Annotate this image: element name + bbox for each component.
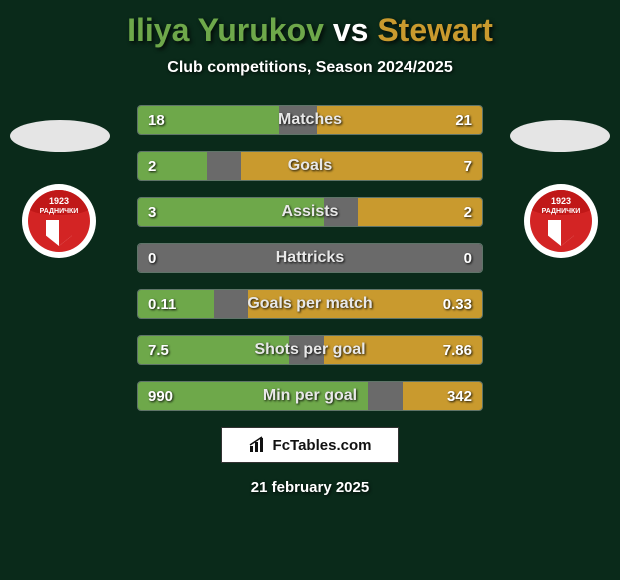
club-badge-left: 1923 РАДНИЧКИ [22,184,96,258]
flag-left [10,120,110,152]
bar-fill-right [403,382,482,410]
club-badge-inner: 1923 РАДНИЧКИ [28,190,90,252]
bar-fill-left [138,198,324,226]
chart-icon [249,436,267,454]
bar-fill-right [324,336,482,364]
club-badge-right: 1923 РАДНИЧКИ [524,184,598,258]
stat-bar-row: 7.57.86Shots per goal [137,335,483,365]
bar-fill-left [138,290,214,318]
badge-shield-icon [548,220,574,246]
stat-bar-row: 990342Min per goal [137,381,483,411]
bar-fill-right [358,198,482,226]
badge-club-text: РАДНИЧКИ [530,208,592,215]
badge-year: 1923 [530,196,592,206]
stat-bar-row: 0.110.33Goals per match [137,289,483,319]
stat-bar-row: 00Hattricks [137,243,483,273]
bar-fill-right [317,106,482,134]
badge-club-text: РАДНИЧКИ [28,208,90,215]
bar-track [138,244,482,272]
club-badge-inner: 1923 РАДНИЧКИ [530,190,592,252]
bar-fill-left [138,152,207,180]
badge-year: 1923 [28,196,90,206]
flag-right [510,120,610,152]
footer-site-label: FcTables.com [273,437,372,454]
bar-fill-left [138,106,279,134]
badge-shield-icon [46,220,72,246]
stat-bar-row: 27Goals [137,151,483,181]
player1-name: Iliya Yurukov [127,12,324,48]
subtitle: Club competitions, Season 2024/2025 [0,59,620,77]
footer-logo: FcTables.com [221,427,399,463]
bar-fill-right [241,152,482,180]
comparison-title: Iliya Yurukov vs Stewart [0,0,620,49]
stats-bars: 1821Matches 27Goals 32Assists 00Hattricks 0.… [137,105,483,411]
bar-fill-left [138,382,368,410]
player2-name: Stewart [377,12,493,48]
stat-bar-row: 1821Matches [137,105,483,135]
vs-label: vs [333,12,369,48]
stat-bar-row: 32Assists [137,197,483,227]
bar-fill-right [248,290,482,318]
bar-fill-left [138,336,289,364]
footer-date: 21 february 2025 [0,479,620,496]
